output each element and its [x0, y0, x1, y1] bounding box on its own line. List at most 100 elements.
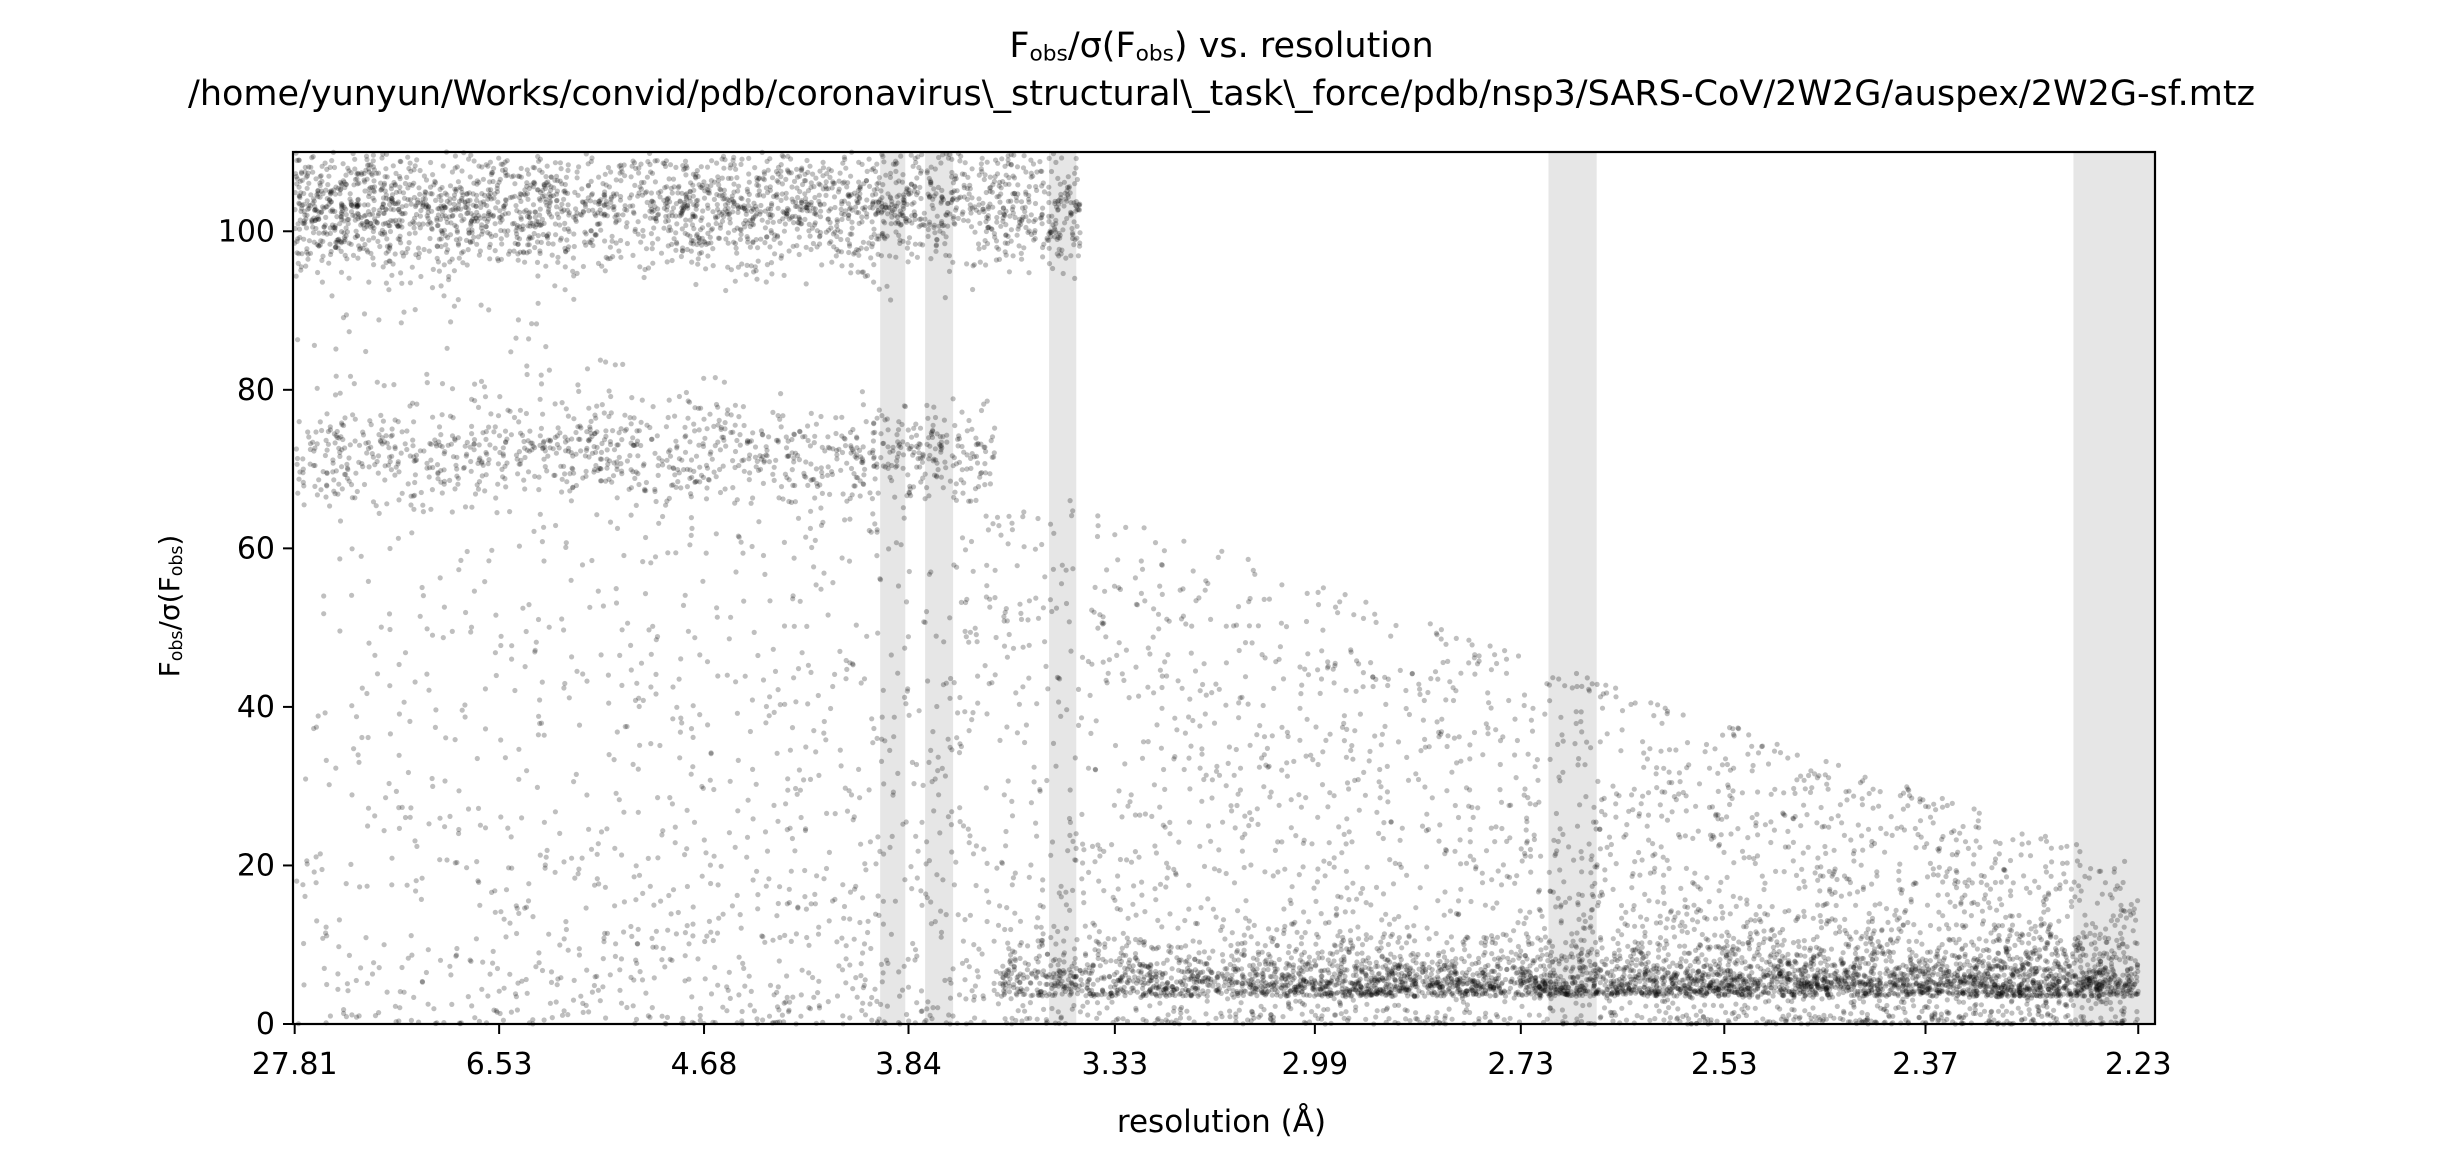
data-point	[1730, 788, 1736, 794]
data-point	[843, 165, 849, 171]
data-point	[753, 268, 759, 274]
data-point	[794, 791, 800, 797]
data-point	[800, 181, 806, 188]
data-point	[949, 156, 955, 162]
data-point	[376, 510, 382, 516]
data-point	[735, 209, 741, 215]
data-point	[628, 192, 635, 198]
data-point	[960, 490, 966, 496]
data-point	[984, 711, 990, 717]
data-point	[943, 212, 949, 218]
data-point	[1063, 925, 1069, 931]
data-point	[1975, 818, 1981, 824]
data-point	[366, 237, 372, 243]
data-point	[621, 162, 627, 168]
data-point	[405, 185, 411, 191]
data-point	[869, 716, 875, 722]
data-point	[882, 417, 888, 423]
data-point	[1449, 1016, 1455, 1022]
data-point	[1397, 837, 1403, 843]
data-point	[603, 254, 609, 260]
data-point	[326, 260, 332, 266]
data-point	[925, 415, 931, 421]
data-point	[366, 186, 372, 192]
data-point	[562, 287, 568, 293]
data-point	[442, 190, 448, 196]
data-point	[355, 170, 361, 176]
data-point	[710, 937, 716, 944]
data-point	[516, 449, 523, 455]
data-point	[346, 240, 352, 246]
data-point	[833, 253, 839, 259]
data-point	[365, 249, 371, 255]
data-point	[370, 235, 377, 241]
data-point	[1640, 739, 1646, 745]
data-point	[861, 472, 867, 478]
data-point	[2060, 860, 2066, 867]
data-point	[362, 188, 368, 194]
data-point	[1761, 886, 1767, 893]
data-point	[554, 433, 561, 439]
data-point	[992, 425, 998, 431]
data-point	[500, 445, 506, 451]
data-point	[1715, 788, 1721, 795]
data-point	[964, 261, 970, 267]
data-point	[796, 457, 803, 463]
data-point	[619, 169, 625, 175]
data-point	[1823, 758, 1829, 765]
chart-title: Fobs/σ(Fobs) vs. resolution	[1009, 26, 1434, 67]
data-point	[1802, 1008, 1808, 1014]
data-point	[1047, 521, 1054, 527]
data-point	[404, 174, 410, 180]
data-point	[544, 163, 550, 169]
data-point	[1023, 189, 1029, 195]
data-point	[481, 384, 488, 390]
data-point	[816, 192, 822, 198]
data-point	[330, 208, 336, 214]
data-point	[420, 196, 426, 202]
data-point	[1199, 746, 1205, 752]
data-point	[303, 216, 309, 222]
data-point	[517, 407, 524, 413]
data-point	[326, 197, 332, 203]
data-point	[669, 190, 675, 196]
data-point	[1528, 869, 1534, 875]
data-point	[889, 214, 895, 220]
data-point	[421, 448, 427, 454]
data-point	[441, 203, 447, 209]
data-point	[805, 423, 811, 429]
data-point	[562, 220, 568, 226]
data-point	[925, 233, 931, 239]
data-point	[536, 196, 543, 202]
data-point	[623, 224, 630, 230]
data-point	[875, 208, 881, 214]
data-point	[848, 192, 855, 198]
data-point	[426, 687, 432, 693]
data-point	[332, 491, 338, 497]
data-point	[955, 710, 961, 716]
data-point	[859, 1007, 865, 1014]
data-point	[1245, 556, 1251, 563]
data-point	[1019, 205, 1026, 211]
data-point	[540, 231, 546, 238]
data-point	[683, 172, 689, 178]
ice-ring-band-2	[925, 152, 954, 1024]
data-point	[921, 210, 927, 216]
data-point	[937, 434, 943, 440]
data-point	[311, 448, 317, 454]
data-point	[670, 716, 676, 722]
data-point	[953, 481, 959, 487]
data-point	[448, 207, 454, 213]
data-point	[1883, 906, 1890, 912]
data-point	[596, 201, 602, 207]
data-point	[833, 415, 839, 421]
data-point	[438, 243, 444, 250]
data-point	[1404, 872, 1410, 878]
data-point	[972, 204, 978, 210]
data-point	[833, 430, 839, 437]
data-point	[893, 464, 899, 470]
data-point	[1039, 541, 1045, 548]
data-point	[971, 942, 977, 948]
data-point	[445, 442, 451, 448]
data-point	[1006, 631, 1012, 638]
